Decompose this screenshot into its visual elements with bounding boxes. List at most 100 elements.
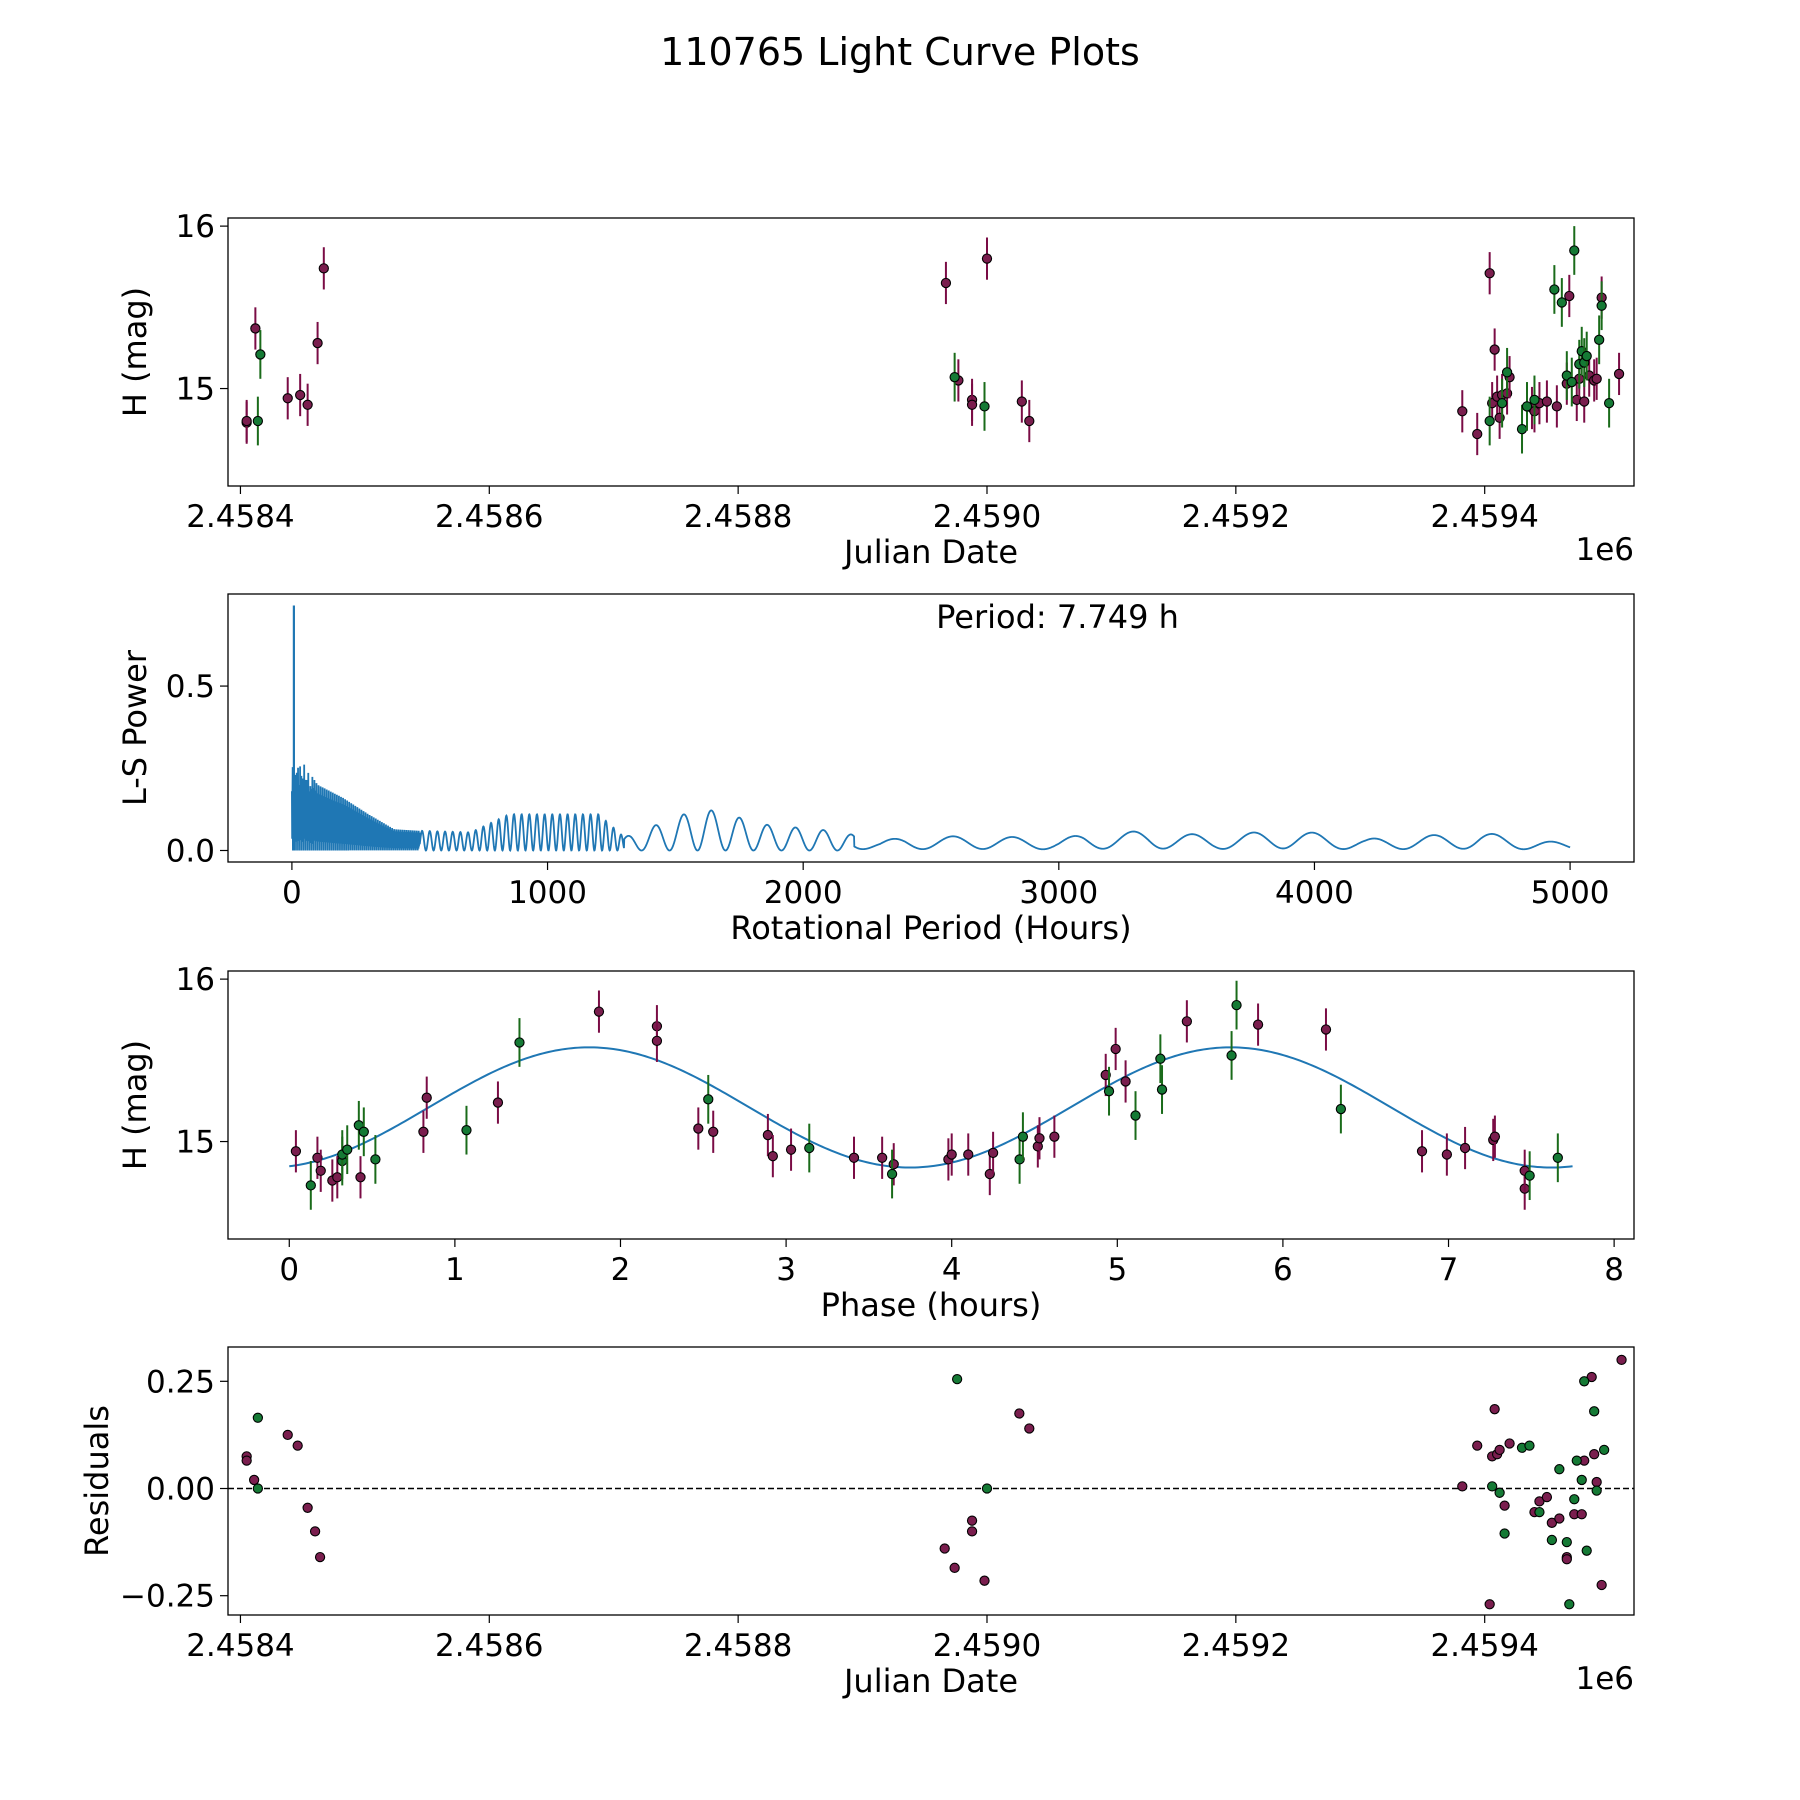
- axes-frame: [227, 217, 1635, 487]
- x-offset-label: 1e6: [1575, 532, 1634, 568]
- x-tick-label: 2.4586: [435, 499, 543, 535]
- y-tick-label: 15: [176, 372, 215, 408]
- x-tick-label: 2.4584: [186, 499, 294, 535]
- data-point-red: [302, 399, 313, 410]
- x-tick-label: 2.4588: [684, 1628, 792, 1664]
- x-tick-label: 2.4586: [435, 1628, 543, 1664]
- data-point-green: [1226, 1050, 1237, 1061]
- data-point-green: [514, 1037, 525, 1048]
- data-point-red: [1504, 1438, 1515, 1449]
- plot-area: [291, 605, 1571, 852]
- data-point-red: [949, 1562, 960, 1573]
- x-axis-label: Julian Date: [842, 533, 1018, 571]
- data-point-red: [1459, 1142, 1471, 1154]
- x-tick-label: 3000: [1019, 875, 1098, 911]
- data-point-red: [250, 323, 261, 334]
- data-point-red: [1551, 401, 1563, 412]
- data-point-red: [1489, 344, 1500, 355]
- data-point-green: [1552, 1152, 1563, 1163]
- data-point-green: [1591, 1485, 1602, 1496]
- data-point-green: [305, 1180, 316, 1191]
- y-tick-label: 0.5: [166, 669, 215, 705]
- y-tick-label: 16: [176, 962, 215, 998]
- data-point-green: [1231, 999, 1242, 1011]
- y-tick-label: −0.25: [120, 1579, 215, 1615]
- data-point-green: [1566, 376, 1577, 388]
- data-point-red: [1110, 1043, 1121, 1055]
- x-tick-label: 3: [776, 1252, 796, 1288]
- data-point-red: [708, 1126, 719, 1137]
- data-point-green: [1569, 1494, 1580, 1505]
- panel-periodogram: 0 1000 2000 3000 4000 5000 0.0 0.5 Rotational Pe…: [116, 593, 1635, 947]
- data-point-green: [1156, 1084, 1168, 1095]
- data-point-red: [1049, 1131, 1060, 1142]
- data-point-red: [1100, 1069, 1111, 1081]
- data-point-red: [312, 1152, 323, 1163]
- data-point-red: [1484, 1599, 1495, 1610]
- x-tick-label: 4: [942, 1252, 962, 1288]
- x-offset-label: 1e6: [1575, 1661, 1634, 1697]
- data-point-red: [651, 1035, 663, 1046]
- data-point-red: [966, 399, 978, 410]
- data-point-red: [939, 1543, 950, 1554]
- panel-residuals: 2.4584 2.4586 2.4588 2.4590 2.4592 2.4594 −0.2…: [78, 1346, 1635, 1700]
- plot-area: [241, 226, 1634, 456]
- data-point-red: [248, 1474, 260, 1486]
- data-point-red: [1586, 1371, 1597, 1383]
- data-point-green: [252, 1412, 264, 1423]
- data-point-green: [981, 1483, 993, 1494]
- data-point-red: [241, 415, 252, 427]
- period-annotation: Period: 7.749 h: [936, 598, 1179, 636]
- y-tick-label: 0.0: [166, 833, 215, 869]
- data-point-green: [1155, 1053, 1166, 1064]
- periodogram-line: [291, 755, 1571, 852]
- data-point-red: [946, 1149, 957, 1160]
- data-point-green: [1103, 1086, 1115, 1097]
- data-point-red: [309, 1526, 321, 1537]
- data-point-green: [252, 415, 264, 427]
- x-tick-label: 0: [279, 1252, 299, 1288]
- panel-phased-curve: 0 1 2 3 4 5 6 7 8 15 16 Phase (hours) H (mag): [116, 962, 1635, 1324]
- data-point-red: [1181, 1016, 1193, 1027]
- data-point-red: [1320, 1024, 1332, 1035]
- data-point-red: [767, 1151, 778, 1162]
- data-point-red: [1546, 1517, 1558, 1528]
- data-point-red: [1613, 368, 1625, 380]
- data-point-green: [1571, 1455, 1582, 1466]
- y-tick-label: 0.00: [146, 1472, 215, 1508]
- data-point-red: [282, 1429, 293, 1441]
- y-axis-label: H (mag): [116, 287, 154, 417]
- data-point-green: [342, 1144, 353, 1155]
- data-point-red: [940, 277, 952, 289]
- data-point-red: [1016, 396, 1027, 407]
- data-point-green: [804, 1142, 815, 1154]
- data-point-red: [295, 389, 306, 401]
- data-point-green: [1484, 415, 1495, 427]
- data-point-red: [981, 253, 993, 264]
- y-axis-label: H (mag): [116, 1040, 154, 1170]
- y-tick-label: 0.25: [146, 1364, 215, 1400]
- data-point-green: [1501, 367, 1513, 378]
- data-point-red: [1534, 1496, 1545, 1507]
- data-point-red: [1489, 1131, 1501, 1142]
- data-point-red: [762, 1129, 774, 1141]
- data-point-red: [1014, 1408, 1025, 1419]
- data-point-red: [1034, 1133, 1045, 1144]
- data-point-red: [1484, 268, 1495, 279]
- axes-frame: [227, 1346, 1635, 1616]
- data-point-green: [951, 1374, 963, 1385]
- data-point-green: [1017, 1131, 1029, 1142]
- data-point-green: [255, 349, 266, 360]
- data-point-red: [987, 1147, 999, 1159]
- data-point-red: [421, 1092, 432, 1103]
- data-point-red: [315, 1165, 326, 1176]
- plot-area: [289, 980, 1573, 1210]
- data-point-green: [1524, 1170, 1535, 1181]
- data-point-red: [1457, 1481, 1468, 1492]
- data-point-green: [1598, 1444, 1610, 1456]
- data-point-green: [461, 1125, 472, 1136]
- data-point-green: [1487, 1481, 1498, 1492]
- x-axis-label: Rotational Period (Hours): [730, 909, 1131, 947]
- x-tick-label: 2.4588: [684, 499, 792, 535]
